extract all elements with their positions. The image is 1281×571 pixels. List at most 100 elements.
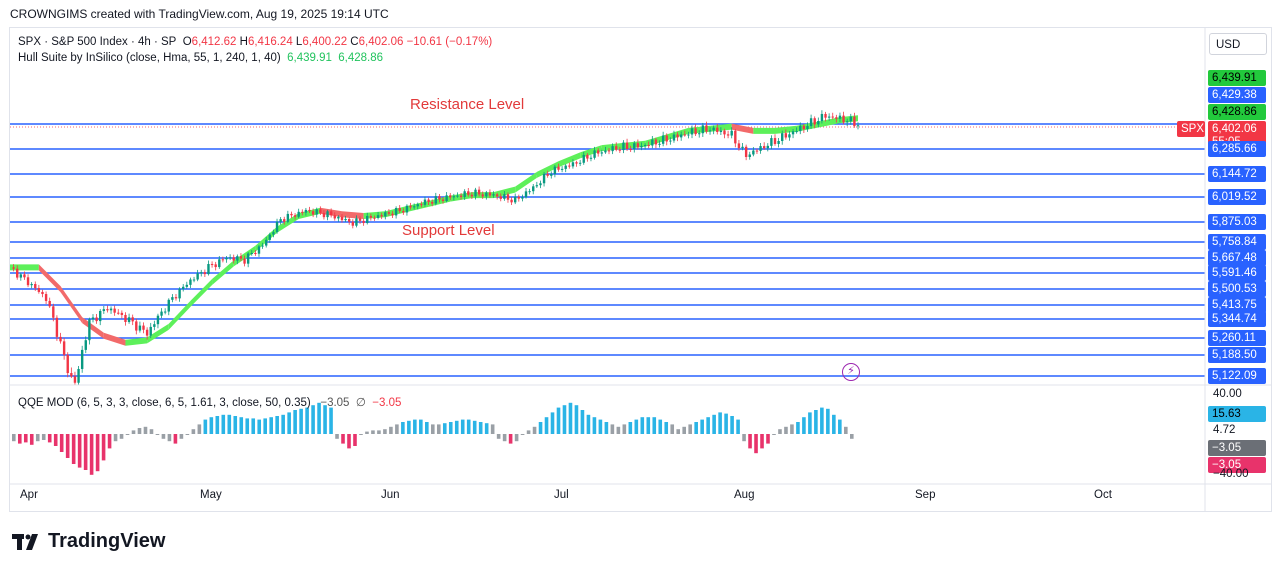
qqe-bar xyxy=(155,434,160,435)
candle-body xyxy=(835,117,838,119)
close-value: 6,402.06 xyxy=(358,36,404,48)
qqe-bar xyxy=(263,418,267,434)
candle-body xyxy=(239,256,243,259)
axis-tag-hull-lower: 6,428.86 xyxy=(1208,104,1266,120)
qqe-bar xyxy=(700,419,704,434)
candle-body xyxy=(752,150,755,155)
currency-selector[interactable]: USD xyxy=(1209,33,1267,55)
candle-body xyxy=(506,194,510,200)
candle-body xyxy=(694,128,697,135)
qqe-bar xyxy=(724,413,728,434)
candle-body xyxy=(553,166,557,175)
candle-body xyxy=(564,165,567,169)
qqe-bar xyxy=(676,429,681,434)
qqe-bar xyxy=(431,424,435,434)
qqe-bar xyxy=(383,429,387,434)
candle-body xyxy=(149,326,152,336)
candle-body xyxy=(802,125,806,130)
qqe-bar xyxy=(706,417,710,434)
candle-body xyxy=(806,126,809,130)
candle-body xyxy=(838,115,842,119)
qqe-bar xyxy=(245,418,250,434)
candle-body xyxy=(66,354,69,374)
candle-body xyxy=(189,279,192,285)
candle-body xyxy=(257,246,261,254)
candle-body xyxy=(135,321,138,331)
candle-body xyxy=(333,215,336,219)
candle-body xyxy=(210,264,214,266)
candle-body xyxy=(412,206,416,208)
candle-body xyxy=(106,309,109,311)
candle-body xyxy=(73,376,77,383)
qqe-bar xyxy=(604,422,609,434)
candle-body xyxy=(831,116,834,118)
qqe-bar xyxy=(490,424,495,434)
candle-body xyxy=(48,300,51,307)
candle-body xyxy=(741,146,744,149)
candle-body xyxy=(52,306,55,318)
qqe-axis-tag-1563: 15.63 xyxy=(1208,406,1266,422)
lightning-event-icon[interactable]: ⚡ xyxy=(842,363,860,381)
candle-body xyxy=(488,192,492,196)
candle-body xyxy=(647,145,650,147)
candle-body xyxy=(127,317,131,322)
qqe-bar xyxy=(646,417,651,434)
candle-body xyxy=(102,309,106,311)
tradingview-wordmark: TradingView xyxy=(48,530,166,552)
month-label-aug: Aug xyxy=(734,489,755,501)
candle-body xyxy=(622,142,625,151)
candle-body xyxy=(26,277,30,286)
hull-value-2: 6,428.86 xyxy=(338,52,384,64)
candle-body xyxy=(246,253,250,264)
low-label: L xyxy=(295,36,303,48)
candle-body xyxy=(654,139,658,145)
candle-body xyxy=(799,125,802,132)
high-label: H xyxy=(239,36,248,48)
qqe-bar xyxy=(371,430,375,434)
qqe-bar xyxy=(239,417,244,434)
candle-body xyxy=(510,199,513,203)
candle-body xyxy=(615,146,618,150)
candle-body xyxy=(423,199,427,205)
hull-segment xyxy=(168,300,191,330)
hull-segment xyxy=(688,125,711,134)
axis-tag-hull-upper: 6,439.91 xyxy=(1208,70,1266,86)
last-price-symbol-tag: SPX xyxy=(1177,121,1205,137)
candle-body xyxy=(586,154,589,159)
qqe-bar xyxy=(107,434,112,449)
candle-body xyxy=(99,310,102,322)
price-candles xyxy=(12,110,860,386)
candle-body xyxy=(669,140,672,142)
candle-body xyxy=(687,134,690,136)
qqe-bar xyxy=(556,407,561,434)
candle-body xyxy=(402,210,405,213)
qqe-bar xyxy=(814,410,818,434)
qqe-bar xyxy=(179,434,184,439)
candle-body xyxy=(557,166,560,170)
candle-body xyxy=(773,138,777,144)
qqe-bar xyxy=(173,434,178,444)
candle-body xyxy=(355,218,358,226)
hull-segment xyxy=(212,260,234,286)
hull-segment xyxy=(731,123,754,134)
candle-body xyxy=(633,143,636,150)
candle-body xyxy=(344,218,347,221)
candle-body xyxy=(777,141,780,144)
candle-body xyxy=(463,191,466,197)
qqe-bar xyxy=(616,426,621,434)
qqe-bar xyxy=(119,434,124,439)
candle-body xyxy=(279,219,282,222)
qqe-bar xyxy=(484,423,489,434)
candle-body xyxy=(726,134,730,136)
tradingview-logo[interactable]: TradingView xyxy=(12,530,165,553)
candle-body xyxy=(196,273,199,280)
candle-body xyxy=(254,253,257,255)
qqe-bar xyxy=(820,407,824,434)
qqe-empty-symbol: ∅ xyxy=(355,397,366,409)
qqe-bar xyxy=(215,416,220,434)
qqe-bar xyxy=(532,426,537,434)
qqe-bar xyxy=(778,429,782,434)
candle-body xyxy=(712,127,715,131)
candle-body xyxy=(672,134,676,141)
